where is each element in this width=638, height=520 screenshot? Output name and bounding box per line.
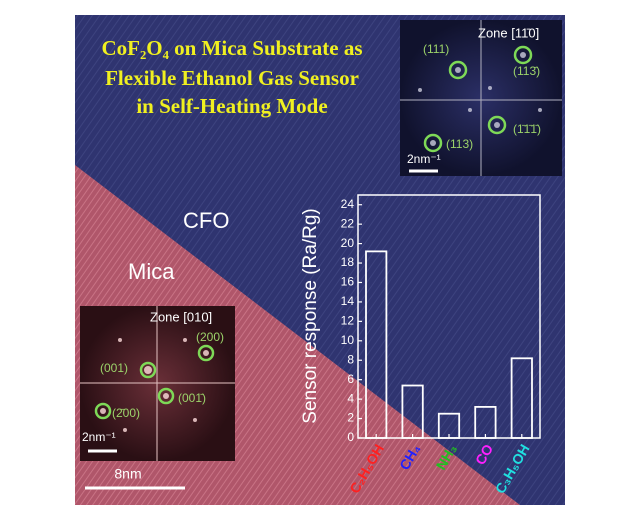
y-tick-label: 24 [341,197,355,211]
region-label: CFO [183,208,229,233]
y-tick-label: 8 [347,352,354,366]
title-line: CoF₂O₄ on Mica Substrate as [101,36,362,60]
spot-label: (2̄00) [112,406,140,420]
scale-label: 2nm⁻¹ [82,430,116,444]
y-tick-label: 20 [341,236,355,250]
spot-label: (113̄) [513,64,540,78]
spot-label: (001̄) [178,391,206,405]
region-label: Mica [128,259,175,284]
bar [474,405,497,439]
y-tick-label: 16 [341,275,355,289]
bar [401,384,424,439]
y-tick-label: 12 [341,314,355,328]
y-tick-label: 2 [347,411,354,425]
y-tick-label: 14 [341,294,355,308]
spot-label: (1̄1̄1̄) [513,122,541,136]
y-tick-label: 4 [347,391,354,405]
spot-label: (111) [423,42,449,56]
spot-label: (200) [196,330,224,344]
bar [365,250,388,439]
spot-label: (113) [446,137,473,151]
spot-label: (001) [100,361,128,375]
bar [510,357,533,439]
y-tick-label: 10 [341,333,355,347]
zone-label: Zone [010] [150,309,212,324]
y-tick-label: 18 [341,255,355,269]
y-axis-label: Sensor response (Ra/Rg) [300,208,321,423]
scale-label: 2nm⁻¹ [407,152,441,166]
y-tick-label: 6 [347,372,354,386]
scale-label: 8nm [114,466,141,482]
y-tick-label: 0 [347,430,354,444]
bar [437,412,461,439]
title-line: in Self-Heating Mode [136,94,327,118]
y-tick-label: 22 [341,216,355,230]
zone-label: Zone [11̄0] [478,25,539,40]
title-line: Flexible Ethanol Gas Sensor [105,66,359,90]
